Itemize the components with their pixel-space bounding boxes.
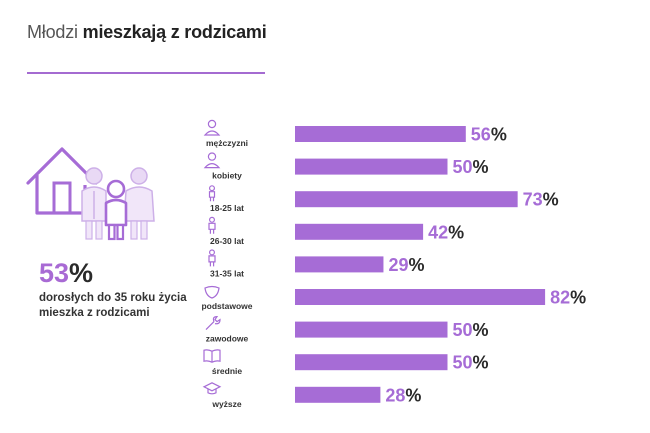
bar	[295, 289, 546, 305]
category-label: 26-30 lat	[210, 236, 244, 246]
summary-number: 53	[39, 258, 70, 288]
category-label: 31-35 lat	[210, 268, 244, 278]
person-icon	[203, 119, 221, 136]
person-icon	[203, 152, 221, 169]
value-label: 82%	[550, 288, 586, 308]
house-family-icon	[26, 147, 155, 241]
value-label: 28%	[385, 385, 421, 405]
category-label: podstawowe	[201, 301, 252, 311]
summary-description: dorosłych do 35 roku życia mieszka z rod…	[39, 292, 187, 319]
title-bold: mieszkają z rodzicami	[82, 22, 267, 42]
category-label: kobiety	[212, 171, 242, 181]
category-label: 18-25 lat	[210, 203, 244, 213]
adult-icon	[208, 216, 216, 234]
value-label: 50%	[453, 320, 489, 340]
bar	[295, 354, 448, 371]
graduation-cap-icon	[202, 382, 222, 395]
adult-icon	[208, 249, 216, 267]
title-divider	[27, 72, 265, 74]
value-label: 50%	[453, 353, 489, 373]
value-label: 50%	[453, 157, 489, 177]
book-icon	[203, 349, 221, 363]
category-label: mężczyzni	[206, 138, 248, 148]
bar	[295, 191, 518, 208]
page-title: Młodzi mieszkają z rodzicami	[27, 22, 267, 43]
pacifier-icon	[204, 285, 220, 299]
value-label: 56%	[471, 125, 507, 145]
category-label: zawodowe	[206, 334, 249, 344]
summary-value: 53%	[39, 258, 229, 288]
value-label: 73%	[523, 190, 559, 210]
bar	[295, 223, 424, 240]
bar	[295, 386, 381, 403]
category-label: średnie	[212, 366, 243, 376]
category-label: wyższe	[211, 399, 242, 409]
bar	[295, 126, 466, 142]
summary-stat: 53% dorosłych do 35 roku życia mieszka z…	[39, 258, 229, 321]
value-label: 29%	[388, 255, 424, 275]
value-label: 42%	[428, 222, 464, 242]
summary-unit: %	[69, 258, 94, 288]
bar	[295, 256, 384, 273]
title-light: Młodzi	[27, 22, 78, 42]
wrench-icon	[205, 315, 221, 331]
child-icon	[208, 185, 216, 202]
bar	[295, 321, 448, 338]
bar	[295, 158, 448, 175]
